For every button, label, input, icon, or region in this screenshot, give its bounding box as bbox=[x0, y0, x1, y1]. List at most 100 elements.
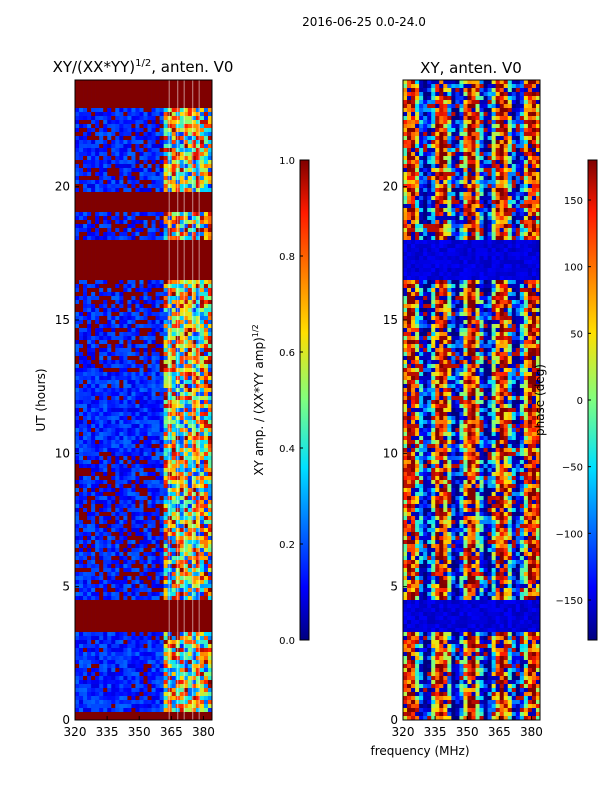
panel-a-cell bbox=[99, 380, 104, 385]
panel-a-cell bbox=[135, 412, 140, 417]
panel-a-cell bbox=[183, 528, 189, 533]
panel-a-cell bbox=[151, 568, 156, 573]
panel-a-cell bbox=[183, 360, 189, 365]
panel-a-cell bbox=[183, 548, 189, 553]
panel-a-cell bbox=[207, 152, 212, 157]
panel-a-cell bbox=[203, 424, 209, 429]
panel-a-cell bbox=[131, 656, 136, 661]
panel-a-cell bbox=[119, 580, 124, 585]
panel-a-cell bbox=[159, 556, 164, 561]
panel-a-cell bbox=[99, 148, 104, 153]
panel-a-cell bbox=[127, 208, 132, 213]
panel-a-cell bbox=[163, 204, 168, 209]
panel-a-cell bbox=[107, 660, 112, 665]
panel-a-cell bbox=[111, 136, 116, 141]
panel-a-cell bbox=[143, 324, 148, 329]
panel-a-cell bbox=[127, 360, 132, 365]
panel-a-cell bbox=[83, 424, 88, 429]
panel-a-cell bbox=[75, 508, 80, 513]
panel-a-cell bbox=[83, 576, 88, 581]
panel-a-cell bbox=[79, 328, 84, 333]
panel-a-cell bbox=[155, 508, 160, 513]
panel-a-cell bbox=[167, 580, 173, 585]
panel-a-cell bbox=[95, 180, 100, 185]
panel-a-cell bbox=[207, 292, 212, 297]
panel-a-cell bbox=[131, 196, 136, 201]
panel-a-cell bbox=[99, 276, 104, 281]
panel-a-cell bbox=[203, 212, 209, 217]
panel-a-cell bbox=[107, 472, 112, 477]
panel-a-cell bbox=[111, 184, 116, 189]
panel-a-cell bbox=[143, 432, 148, 437]
panel-a-cell bbox=[203, 196, 209, 201]
panel-a-cell bbox=[127, 272, 132, 277]
panel-a-cell bbox=[171, 324, 177, 329]
panel-a-cell bbox=[91, 448, 96, 453]
panel-a-cell bbox=[107, 284, 112, 289]
panel-a-cell bbox=[155, 340, 160, 345]
panel-a-cell bbox=[79, 252, 84, 257]
panel-a-cell bbox=[203, 640, 209, 645]
panel-a-cell bbox=[199, 444, 205, 449]
panel-a-cell bbox=[199, 88, 205, 93]
panel-a-cell bbox=[119, 532, 124, 537]
panel-a-cell bbox=[103, 448, 108, 453]
panel-a-cell bbox=[199, 144, 205, 149]
panel-a-cell bbox=[159, 160, 164, 165]
panel-a-cell bbox=[83, 524, 88, 529]
panel-a-cell bbox=[139, 96, 144, 101]
panel-a-cell bbox=[99, 268, 104, 273]
panel-a-cell bbox=[183, 492, 189, 497]
panel-a-cell bbox=[179, 484, 185, 489]
panel-a-cell bbox=[115, 524, 120, 529]
panel-a-cell bbox=[135, 364, 140, 369]
panel-a-cell bbox=[147, 468, 152, 473]
panel-a-cell bbox=[95, 428, 100, 433]
panel-a-cell bbox=[159, 372, 164, 377]
panel-a-cell bbox=[207, 460, 212, 465]
panel-a-cell bbox=[103, 376, 108, 381]
panel-a-cell bbox=[147, 404, 152, 409]
panel-a-cell bbox=[87, 452, 92, 457]
panel-a-cell bbox=[127, 624, 132, 629]
panel-a-cell bbox=[107, 100, 112, 105]
panel-a-cell bbox=[171, 448, 177, 453]
panel-a-cell bbox=[179, 636, 185, 641]
panel-a-cell bbox=[151, 100, 156, 105]
panel-a-cell bbox=[131, 400, 136, 405]
panel-a-cell bbox=[103, 436, 108, 441]
panel-a-cell bbox=[143, 592, 148, 597]
panel-a-cell bbox=[207, 396, 212, 401]
panel-a-cell bbox=[187, 96, 193, 101]
panel-a-cell bbox=[147, 180, 152, 185]
panel-a-cell bbox=[83, 528, 88, 533]
panel-a-cell bbox=[111, 256, 116, 261]
panel-a-cell bbox=[111, 664, 116, 669]
panel-a-cell bbox=[83, 104, 88, 109]
panel-a-cell bbox=[99, 96, 104, 101]
panel-a-cell bbox=[199, 604, 205, 609]
panel-a-cell bbox=[195, 236, 201, 241]
panel-a-cell bbox=[179, 396, 185, 401]
panel-a-cell bbox=[91, 632, 96, 637]
panel-a-cell bbox=[95, 368, 100, 373]
panel-a-cell bbox=[79, 532, 84, 537]
panel-a-cell bbox=[131, 464, 136, 469]
panel-a-cell bbox=[203, 448, 209, 453]
panel-a-cell bbox=[87, 560, 92, 565]
panel-a-cell bbox=[191, 388, 197, 393]
panel-a-cell bbox=[75, 300, 80, 305]
panel-a-cell bbox=[163, 640, 168, 645]
panel-a-cell bbox=[163, 156, 168, 161]
panel-a-cell bbox=[119, 500, 124, 505]
panel-a-cell bbox=[123, 488, 128, 493]
panel-a-cell bbox=[115, 444, 120, 449]
panel-a-cell bbox=[155, 308, 160, 313]
panel-a-cell bbox=[191, 192, 197, 197]
panel-a-cell bbox=[163, 344, 168, 349]
panel-a-cell bbox=[135, 600, 140, 605]
panel-a-cell bbox=[131, 420, 136, 425]
panel-a-cell bbox=[107, 492, 112, 497]
panel-a-cell bbox=[115, 520, 120, 525]
panel-a-cell bbox=[127, 432, 132, 437]
